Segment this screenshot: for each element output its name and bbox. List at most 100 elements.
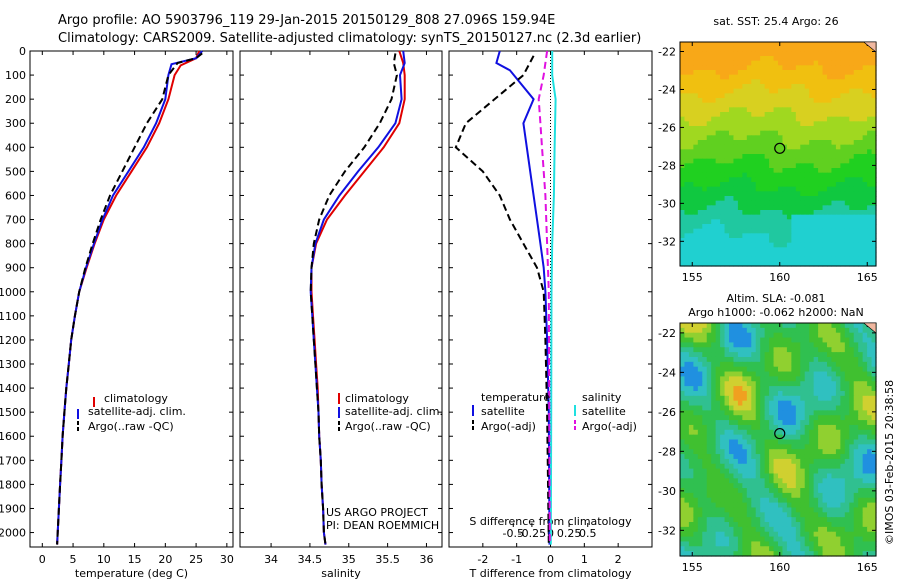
- map-cell: [715, 247, 721, 253]
- map-cell: [818, 186, 824, 192]
- map-cell: [680, 376, 686, 382]
- map-cell: [840, 88, 846, 94]
- map-cell: [697, 347, 703, 353]
- map-cell: [840, 116, 846, 122]
- map-cell: [844, 158, 850, 164]
- map-cell: [867, 168, 873, 174]
- map-cell: [764, 205, 770, 211]
- map-cell: [693, 347, 699, 353]
- map-cell: [778, 107, 784, 113]
- map-cell: [733, 424, 739, 431]
- map-cell: [782, 70, 788, 76]
- map-cell: [760, 42, 766, 48]
- map-cell: [688, 497, 694, 504]
- map-cell: [782, 424, 788, 431]
- map-cell: [849, 56, 855, 62]
- map-cell: [711, 140, 717, 146]
- map-cell: [702, 182, 708, 188]
- map-cell: [724, 381, 730, 387]
- map-cell: [795, 51, 801, 57]
- map-cell: [697, 420, 703, 426]
- map-cell: [737, 526, 743, 533]
- map-cell: [773, 361, 779, 368]
- map-cell: [688, 342, 694, 348]
- map-cell: [840, 395, 846, 402]
- legend-label: satellite: [481, 405, 525, 418]
- map-cell: [773, 84, 779, 90]
- map-cell: [760, 541, 766, 547]
- map-cell: [773, 158, 779, 164]
- map-cell: [795, 347, 801, 353]
- map-cell: [778, 98, 784, 104]
- map-cell: [813, 497, 819, 504]
- map-cell: [684, 512, 690, 518]
- map-cell: [849, 386, 855, 392]
- map-cell: [800, 60, 806, 66]
- map-cell: [697, 376, 703, 382]
- map-cell: [818, 371, 824, 377]
- map-cell: [786, 551, 792, 557]
- map-cell: [791, 168, 797, 174]
- map-cell: [800, 526, 806, 533]
- map-cell: [729, 390, 735, 397]
- map-cell: [849, 191, 855, 197]
- map-cell: [804, 256, 810, 262]
- map-cell: [782, 381, 788, 387]
- map-cell: [711, 395, 717, 402]
- map-cell: [867, 116, 873, 122]
- map-cell: [724, 247, 730, 253]
- map-cell: [791, 205, 797, 211]
- map-cell: [827, 135, 833, 141]
- map-cell: [791, 163, 797, 169]
- map-cell: [862, 79, 868, 85]
- y-tick-label: 100: [5, 69, 26, 82]
- map-cell: [862, 121, 868, 127]
- map-cell: [751, 390, 757, 397]
- map-cell: [853, 473, 859, 479]
- map-cell: [858, 323, 864, 329]
- map-cell: [733, 238, 739, 244]
- map-cell: [809, 352, 815, 358]
- map-cell: [697, 252, 703, 258]
- map-cell: [831, 366, 837, 373]
- argo-position-marker: [774, 427, 786, 440]
- map-cell: [742, 256, 748, 262]
- map-cell: [693, 366, 699, 373]
- map-cell: [813, 74, 819, 80]
- map-cell: [844, 536, 850, 543]
- map-cell: [751, 410, 757, 416]
- map-cell: [867, 483, 873, 489]
- map-cell: [711, 424, 717, 431]
- map-cell: [835, 522, 841, 528]
- map-cell: [835, 463, 841, 470]
- map-cell: [849, 130, 855, 136]
- map-cell: [827, 337, 833, 344]
- map-cell: [871, 144, 877, 150]
- map-cell: [697, 238, 703, 244]
- map-cell: [773, 163, 779, 169]
- map-cell: [858, 512, 864, 518]
- map-cell: [702, 468, 708, 475]
- map-cell: [706, 390, 712, 397]
- map-cell: [831, 337, 837, 344]
- map-cell: [804, 492, 810, 499]
- map-cell: [800, 158, 806, 164]
- map-cell: [688, 444, 694, 450]
- map-cell: [818, 381, 824, 387]
- map-cell: [742, 116, 748, 122]
- map-cell: [729, 210, 735, 216]
- map-cell: [849, 492, 855, 499]
- y-tick-label: 600: [5, 189, 26, 202]
- map-cell: [800, 256, 806, 262]
- temperature-panel: 0100200300400500600700800900100011001200…: [0, 45, 234, 580]
- map-cell: [688, 347, 694, 353]
- map-cell: [715, 261, 721, 267]
- map-cell: [858, 163, 864, 169]
- map-cell: [729, 458, 735, 465]
- map-cell: [844, 93, 850, 99]
- map-cell: [813, 541, 819, 547]
- map-cell: [835, 395, 841, 402]
- map-cell: [751, 424, 757, 431]
- map-cell: [795, 210, 801, 216]
- map-cell: [706, 112, 712, 118]
